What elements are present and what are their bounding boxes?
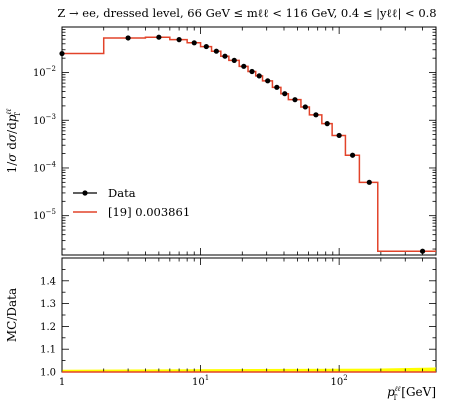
data-point (302, 104, 308, 110)
ratio-y-tick-label: 1.0 (40, 368, 56, 379)
main-panel: 10−5 10−4 10−3 10−2 Data [19] 0.003861 1/σ … (5, 26, 437, 256)
data-point (282, 91, 288, 97)
x-tick-label: 101 (192, 374, 209, 388)
data-point (366, 179, 372, 185)
ratio-uncertainty-band (62, 367, 436, 372)
data-point (292, 97, 298, 103)
chart-title: Z → ee, dressed level, 66 GeV ≤ mℓℓ < 11… (57, 6, 436, 21)
ratio-ticks: 1 101 102 1.0 1.1 1.2 1.3 1.4 (40, 257, 437, 388)
ratio-y-tick-label: 1.1 (40, 345, 56, 356)
data-point (265, 78, 271, 84)
data-point (336, 132, 342, 139)
mc-histogram (62, 36, 436, 252)
main-ticks: 10−5 10−4 10−3 10−2 (33, 26, 437, 255)
legend-data-marker (82, 190, 88, 196)
ratio-y-tick-label: 1.3 (40, 299, 56, 310)
data-point (256, 73, 262, 79)
data-point (59, 50, 65, 57)
ratio-panel: 1 101 102 1.0 1.1 1.2 1.3 1.4 MC/Data (5, 257, 437, 388)
main-plot-frame (61, 26, 437, 256)
data-point (324, 121, 330, 127)
ratio-band-area (62, 367, 436, 372)
main-y-tick-label: 10−2 (33, 65, 56, 79)
x-tick-label: 1 (59, 377, 65, 388)
main-y-tick-label: 10−3 (33, 113, 56, 127)
data-point (249, 68, 255, 75)
data-point (156, 34, 162, 40)
ratio-y-axis-title: MC/Data (5, 288, 19, 342)
x-tick-label: 102 (331, 374, 348, 388)
x-axis-title: pℓℓ T [GeV] (387, 385, 436, 402)
data-points (59, 34, 426, 254)
data-point (241, 63, 247, 69)
data-point (191, 40, 197, 46)
data-point (222, 53, 228, 59)
data-point (231, 57, 237, 63)
data-point (274, 84, 280, 90)
data-point (203, 43, 209, 50)
data-point (125, 35, 131, 41)
data-point (313, 112, 319, 118)
ratio-y-tick-label: 1.2 (40, 322, 56, 333)
data-point (419, 248, 426, 254)
legend-data-label: Data (108, 186, 136, 200)
main-y-tick-label: 10−5 (33, 208, 56, 222)
main-y-tick-label: 10−4 (33, 160, 57, 174)
ratio-y-tick-label: 1.4 (40, 276, 56, 287)
data-point (349, 152, 356, 158)
ratio-plot-frame (61, 257, 437, 373)
data-point (213, 48, 219, 54)
main-y-axis-title: 1/σ dσ/dpℓℓT (5, 108, 22, 173)
legend: Data [19] 0.003861 (73, 186, 190, 219)
mc-histogram-line (62, 36, 436, 252)
data-point (176, 36, 182, 43)
legend-mc-label: [19] 0.003861 (108, 205, 190, 219)
